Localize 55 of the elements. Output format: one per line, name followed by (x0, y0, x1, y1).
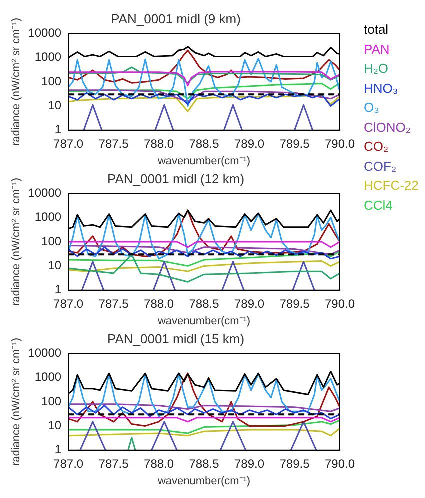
x-axis-title: wavenumber(cm⁻¹) (156, 475, 251, 488)
text: ClONO₂ (364, 118, 412, 136)
y-tick-label: 1 (54, 122, 62, 137)
y-tick-label: 1 (54, 442, 62, 457)
y-tick-label: 10 (48, 258, 62, 273)
text: PAN (364, 40, 391, 58)
x-tick-label: 788.5 (189, 456, 220, 471)
y-tick-label: 10000 (28, 26, 62, 40)
x-tick-label: 787.5 (98, 296, 130, 311)
y-tick-label: 1 (54, 282, 62, 297)
x-axis-title: wavenumber(cm⁻¹) (156, 155, 251, 168)
x-tick-label: 788.5 (189, 136, 220, 151)
x-tick-label: 789.5 (280, 136, 310, 151)
y-tick-label: 100 (42, 234, 62, 248)
x-tick-label: 790.0 (324, 136, 356, 151)
y-tick-label: 10000 (28, 186, 62, 200)
y-tick-label: 100 (42, 74, 62, 88)
text: CO₂ (364, 138, 390, 156)
x-tick-label: 787.5 (98, 456, 130, 471)
x-tick-label: 787.5 (98, 136, 130, 151)
chart-title: PAN_0001 midl (9 km) (111, 11, 241, 26)
y-tick-label: 100 (42, 394, 62, 408)
x-tick-label: 790.0 (324, 456, 356, 471)
y-axis-title: radiance (nW/cm² sr cm⁻¹) (10, 18, 23, 146)
x-tick-label: 788.0 (144, 456, 174, 471)
x-tick-label: 788.0 (144, 136, 174, 151)
x-tick-label: 789.0 (234, 136, 265, 151)
y-tick-label: 10000 (28, 346, 62, 360)
x-tick-label: 788.0 (144, 296, 174, 311)
x-tick-label: 787.0 (54, 296, 84, 311)
text: COF₂ (364, 158, 398, 176)
series-label: H₂O (364, 60, 390, 78)
text: CCl4 (364, 196, 394, 214)
text: HCFC-22 (364, 177, 419, 195)
chart-title: PAN_0001 midl (15 km) (107, 331, 245, 346)
x-axis-title: wavenumber(cm⁻¹) (156, 315, 251, 328)
y-tick-label: 10 (48, 418, 62, 433)
chart-title: PAN_0001 midl (12 km) (107, 171, 245, 186)
text: total (364, 21, 390, 39)
series-label: O₃ (364, 99, 380, 117)
x-tick-label: 789.0 (234, 456, 265, 471)
x-tick-label: 790.0 (324, 296, 356, 311)
y-axis-title: radiance (nW/cm² sr cm⁻¹) (10, 178, 23, 306)
x-tick-label: 789.5 (280, 296, 310, 311)
y-axis-title: radiance (nW/cm² sr cm⁻¹) (10, 338, 23, 466)
series-label: HNO₃ (364, 80, 400, 98)
x-tick-label: 787.0 (54, 456, 84, 471)
x-tick-label: 789.5 (280, 456, 310, 471)
x-tick-label: 787.0 (54, 136, 84, 151)
x-tick-label: 789.0 (234, 296, 265, 311)
y-tick-label: 1000 (34, 210, 62, 224)
y-tick-label: 10 (48, 98, 62, 113)
y-tick-label: 1000 (34, 50, 62, 64)
y-tick-label: 1000 (34, 370, 62, 384)
x-tick-label: 788.5 (189, 296, 220, 311)
